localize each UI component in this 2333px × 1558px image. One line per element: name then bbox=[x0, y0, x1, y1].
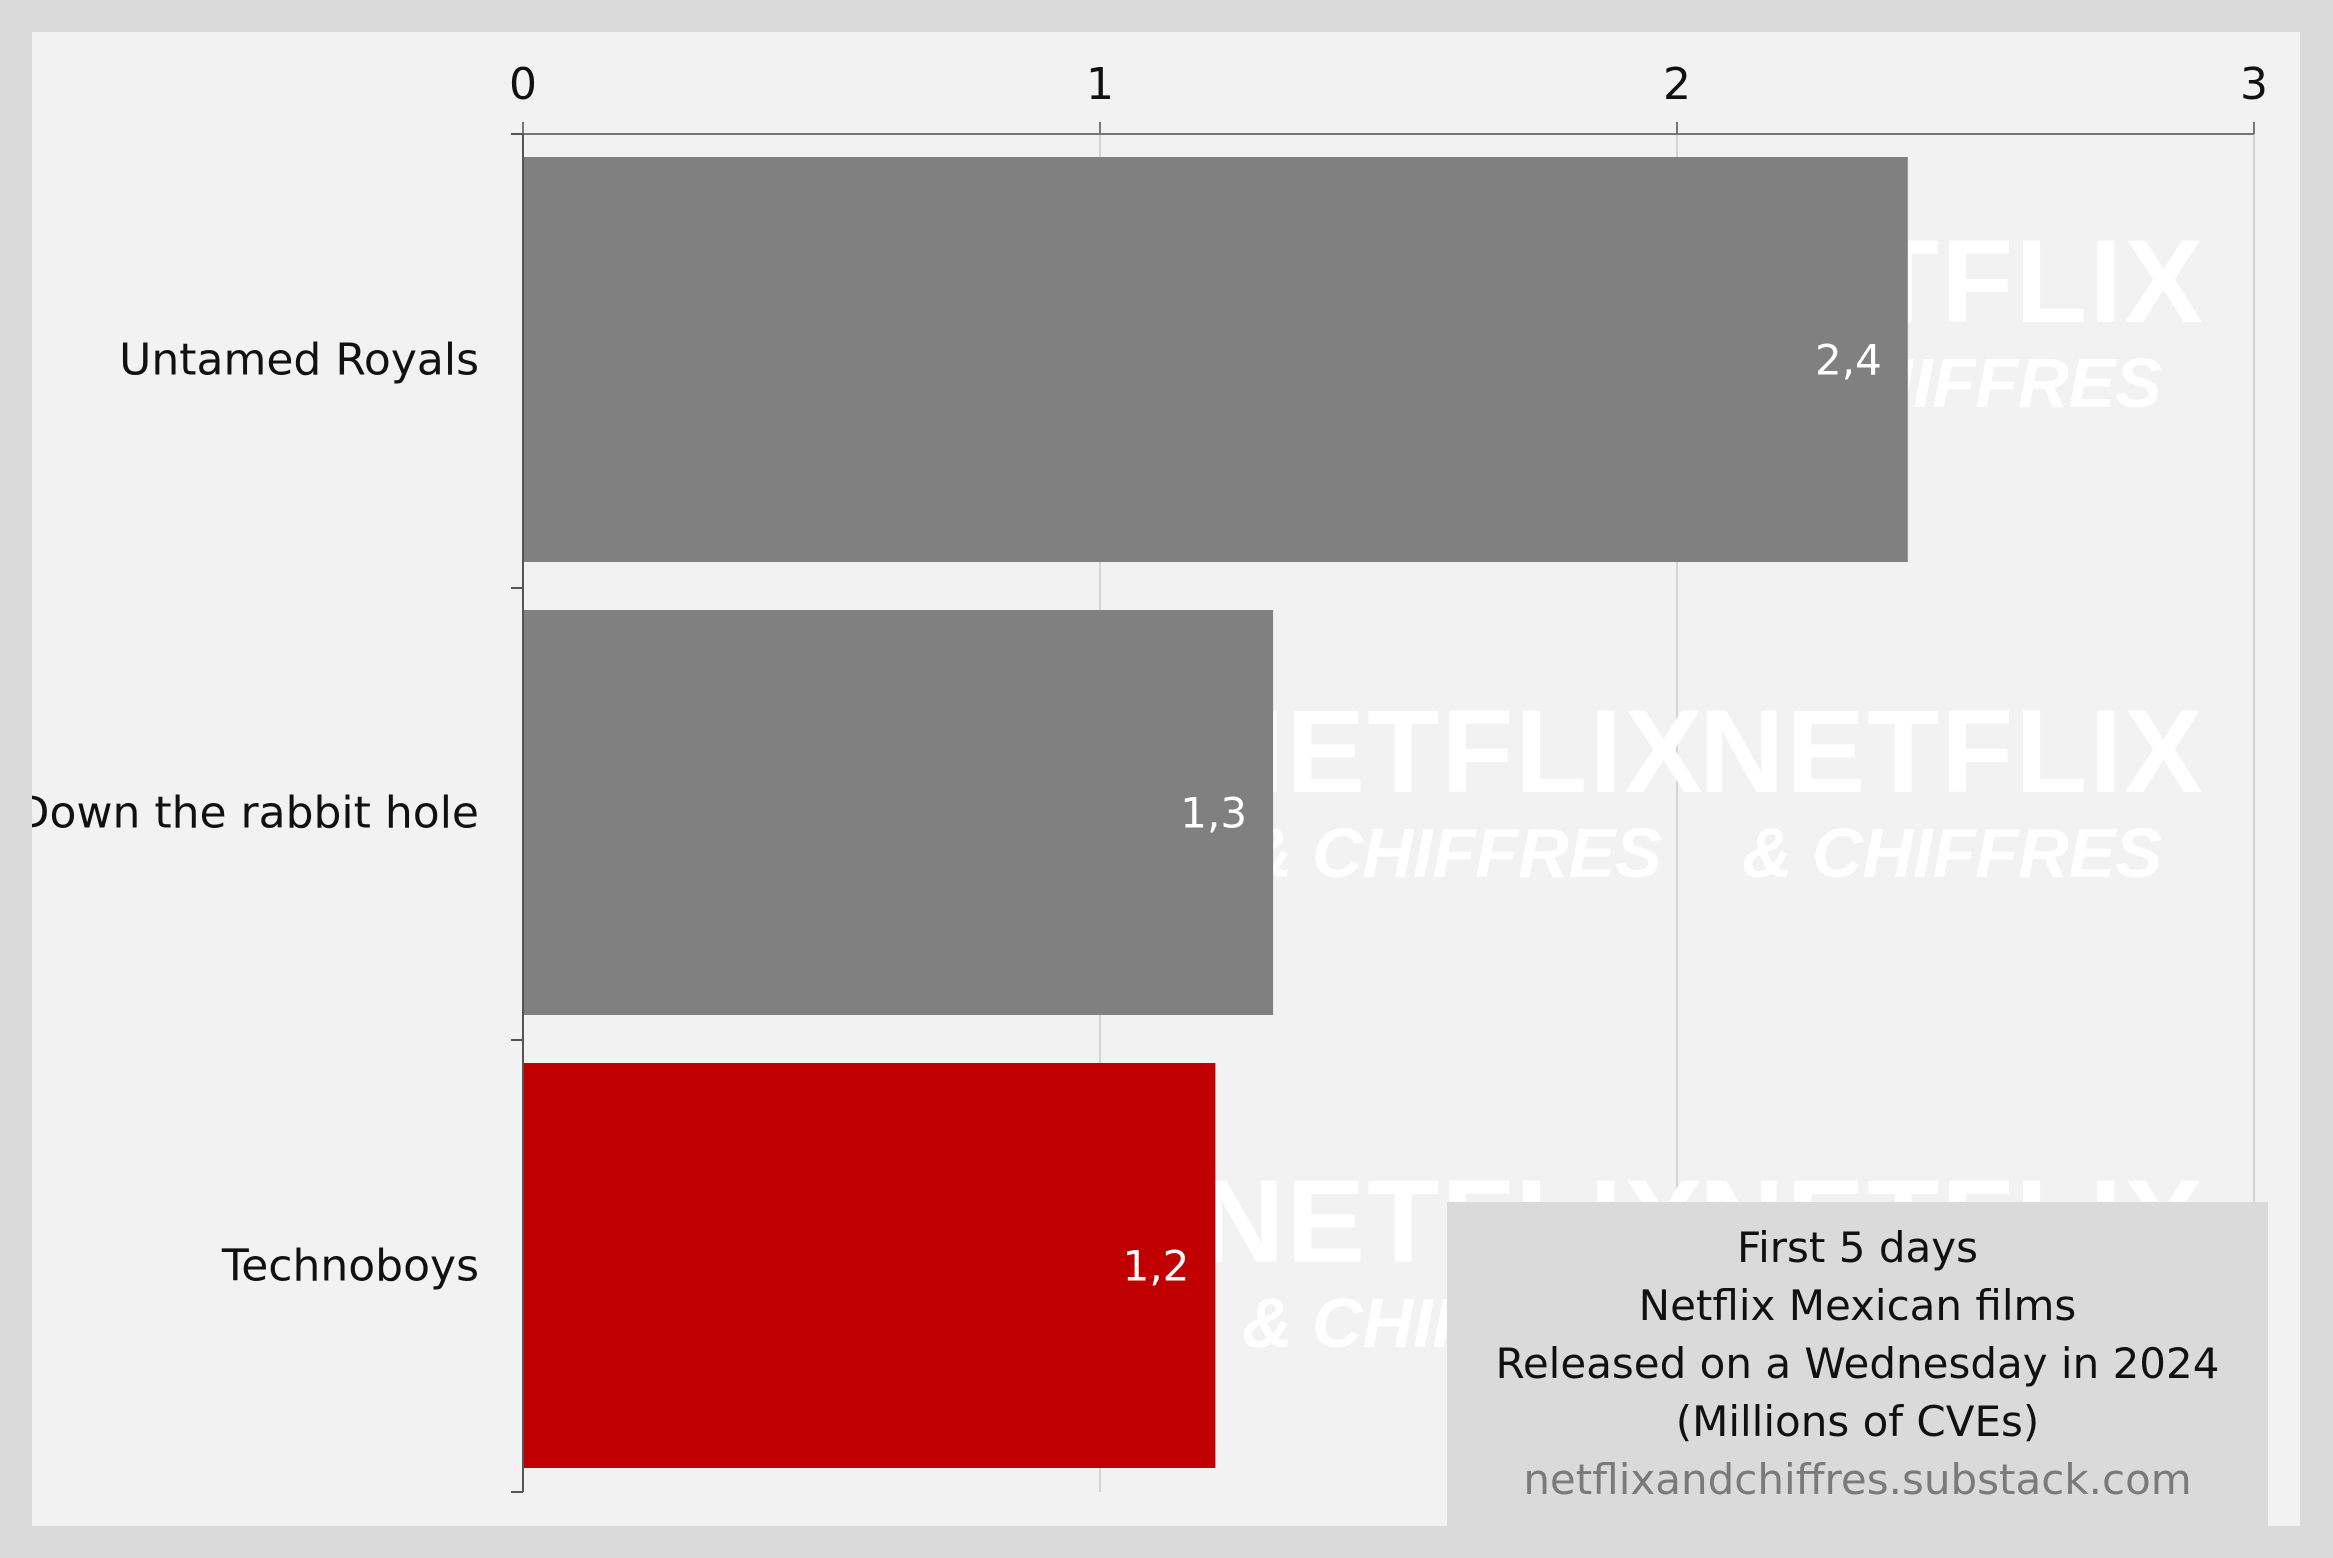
x-tick-label: 2 bbox=[1663, 59, 1691, 110]
category-label: Untamed Royals bbox=[119, 335, 479, 386]
data-label: 1,3 bbox=[1180, 789, 1247, 838]
bars bbox=[523, 157, 1908, 1468]
labels: 2,4 Untamed Royals 1,3 Down the rabbit hole… bbox=[32, 335, 1882, 1292]
source-link[interactable]: netflixandchiffres.substack.com bbox=[1523, 1455, 2192, 1504]
caption-line-3: Released on a Wednesday in 2024 bbox=[1495, 1339, 2220, 1388]
category-label: Technoboys bbox=[221, 1241, 479, 1292]
watermark-subtext: & CHIFFRES bbox=[1242, 814, 1662, 892]
x-tick-label: 1 bbox=[1086, 59, 1114, 110]
x-axis: 0 1 2 3 bbox=[509, 59, 2268, 1493]
watermark-text: NETFLIX bbox=[1199, 686, 1705, 818]
category-label: Down the rabbit hole bbox=[32, 788, 479, 839]
chart-panel: NETFLIX & CHIFFRES NETFLIX & CHIFFRES NETFLI… bbox=[32, 32, 2300, 1526]
bar bbox=[523, 610, 1274, 1015]
bar bbox=[523, 157, 1908, 562]
bar bbox=[523, 1063, 1216, 1468]
caption-line-2: Netflix Mexican films bbox=[1638, 1281, 2077, 1330]
data-label: 1,2 bbox=[1123, 1242, 1190, 1291]
caption-line-1: First 5 days bbox=[1737, 1223, 1978, 1272]
watermark-text: NETFLIX bbox=[1699, 686, 2205, 818]
chart-caption: First 5 days Netflix Mexican films Relea… bbox=[1447, 1202, 2268, 1526]
watermark-subtext: & CHIFFRES bbox=[1742, 814, 2162, 892]
data-label: 2,4 bbox=[1815, 336, 1882, 385]
x-tick-label: 0 bbox=[509, 59, 537, 110]
caption-line-4: (Millions of CVEs) bbox=[1675, 1397, 2040, 1446]
x-tick-label: 3 bbox=[2240, 59, 2268, 110]
